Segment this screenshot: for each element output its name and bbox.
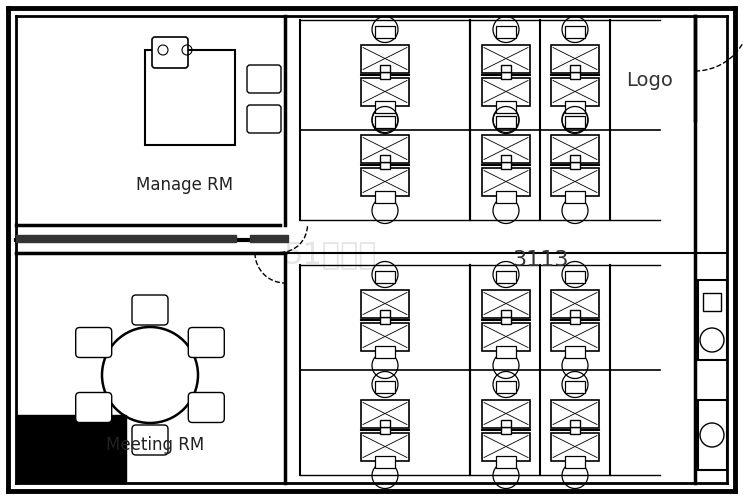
Bar — [482, 289, 530, 317]
Bar — [482, 322, 530, 350]
Bar — [551, 289, 599, 317]
Bar — [380, 317, 390, 324]
FancyBboxPatch shape — [188, 327, 224, 357]
FancyBboxPatch shape — [188, 393, 224, 423]
Bar — [361, 44, 409, 72]
Bar — [570, 65, 580, 72]
FancyBboxPatch shape — [152, 37, 188, 68]
FancyBboxPatch shape — [76, 327, 111, 357]
Bar — [496, 25, 516, 37]
Bar — [570, 420, 580, 427]
Bar — [501, 65, 511, 72]
Bar — [482, 400, 530, 428]
Bar — [361, 322, 409, 350]
Bar — [482, 168, 530, 196]
Bar — [570, 155, 580, 162]
Bar — [703, 293, 721, 311]
Bar — [16, 235, 236, 242]
FancyBboxPatch shape — [247, 105, 281, 133]
Bar — [496, 456, 516, 468]
Bar — [570, 310, 580, 317]
Bar — [698, 280, 727, 360]
Bar — [380, 427, 390, 434]
Bar — [375, 115, 395, 128]
Bar — [501, 162, 511, 169]
Bar — [565, 270, 585, 282]
Bar — [551, 168, 599, 196]
Bar — [551, 322, 599, 350]
Bar — [565, 456, 585, 468]
Bar — [375, 25, 395, 37]
Bar — [145, 50, 235, 145]
Bar — [380, 65, 390, 72]
Bar — [482, 433, 530, 461]
Bar — [551, 400, 599, 428]
Bar — [482, 44, 530, 72]
Bar — [496, 270, 516, 282]
Bar — [375, 270, 395, 282]
Bar — [698, 400, 727, 470]
Bar — [375, 191, 395, 203]
Bar — [250, 235, 288, 242]
Bar — [551, 44, 599, 72]
Bar — [570, 162, 580, 169]
Bar — [570, 72, 580, 79]
Bar — [375, 456, 395, 468]
Bar — [380, 155, 390, 162]
Bar — [482, 77, 530, 105]
Bar — [570, 427, 580, 434]
FancyBboxPatch shape — [132, 425, 168, 455]
Bar — [565, 345, 585, 357]
Bar — [551, 77, 599, 105]
FancyBboxPatch shape — [247, 65, 281, 93]
Bar — [565, 115, 585, 128]
FancyBboxPatch shape — [76, 393, 111, 423]
Bar — [496, 115, 516, 128]
Bar — [565, 100, 585, 112]
Text: Logo: Logo — [626, 70, 673, 89]
Bar — [361, 433, 409, 461]
Bar — [496, 100, 516, 112]
Bar — [482, 135, 530, 163]
Bar — [501, 420, 511, 427]
Bar — [551, 135, 599, 163]
Bar — [496, 191, 516, 203]
Bar — [375, 100, 395, 112]
Bar — [375, 345, 395, 357]
Bar — [501, 72, 511, 79]
Bar — [361, 168, 409, 196]
Bar — [361, 135, 409, 163]
Bar — [501, 317, 511, 324]
Bar — [361, 77, 409, 105]
Bar — [570, 317, 580, 324]
Bar — [16, 415, 126, 483]
Bar — [496, 381, 516, 393]
Bar — [565, 191, 585, 203]
Bar — [551, 433, 599, 461]
Bar — [380, 162, 390, 169]
FancyBboxPatch shape — [132, 295, 168, 325]
Bar — [361, 289, 409, 317]
Bar — [565, 25, 585, 37]
Bar — [565, 381, 585, 393]
Bar — [496, 345, 516, 357]
Text: 3113: 3113 — [512, 250, 568, 270]
Bar — [375, 381, 395, 393]
Bar — [380, 420, 390, 427]
Bar — [380, 72, 390, 79]
Bar — [501, 427, 511, 434]
Text: 51选址网: 51选址网 — [283, 241, 377, 269]
Bar — [361, 400, 409, 428]
Bar — [501, 155, 511, 162]
Text: Meeting RM: Meeting RM — [106, 436, 204, 454]
Bar — [501, 310, 511, 317]
Text: Manage RM: Manage RM — [137, 176, 233, 194]
Bar — [380, 310, 390, 317]
